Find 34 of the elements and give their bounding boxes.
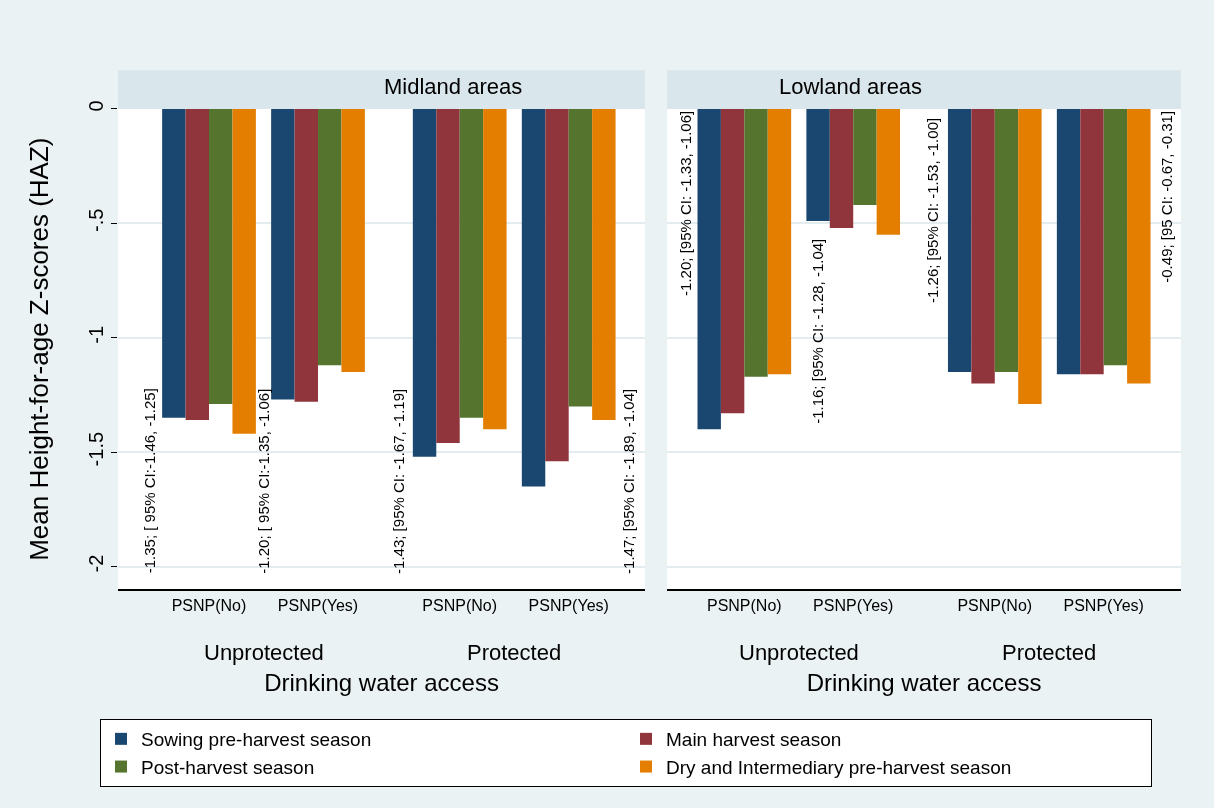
legend-label: Main harvest season: [666, 729, 842, 751]
text: Unprotected: [204, 640, 324, 665]
annotation: -1.43; [95% CI: -1.67, -1.19]: [390, 388, 408, 574]
x-tick-label: PSNP(Yes): [528, 596, 609, 614]
annotation: -1.47; [95% CI: -1.89, -1.04]: [620, 388, 638, 574]
legend-label: Sowing pre-harvest season: [141, 729, 372, 751]
text: Unprotected: [739, 640, 859, 665]
x-tick-label: PSNP(Yes): [813, 596, 894, 614]
y-tick-label: -.5: [85, 208, 107, 232]
annotation: -1.16; [95% CI: -1.28, -1.04]: [808, 238, 826, 424]
annotation: -1.20; [ 95% CI:-1.35, -1.06]: [255, 388, 273, 574]
y-tick-label: 0: [85, 100, 107, 112]
chart-title: Lowland areas: [779, 74, 923, 99]
y-tick-label: -1.5: [85, 431, 107, 467]
y-tick-label: -2: [85, 554, 107, 573]
x-tick-label: PSNP(Yes): [1063, 596, 1144, 614]
annotation: -1.35; [ 95% CI:-1.46, -1.25]: [140, 388, 158, 574]
y-tick-label: -1: [85, 325, 107, 344]
x-tick-label: PSNP(Yes): [277, 596, 359, 614]
annotation: -1.20; [95% CI: -1.33, -1.06]: [677, 110, 695, 296]
y-axis-title: Mean Height-for-age Z-scores (HAZ): [24, 137, 55, 561]
legend-label: Dry and Intermediary pre-harvest season: [666, 756, 1012, 778]
legend-label: Post-harvest season: [141, 756, 315, 778]
x-axis-title: Drinking water access: [806, 669, 1042, 697]
chart-title: Midland areas: [384, 74, 523, 99]
text: Protected: [1002, 640, 1097, 665]
text: Protected: [467, 640, 562, 665]
x-tick-label: PSNP(No): [706, 596, 782, 614]
annotation: -0.49; [95 CI: -0.67, -0.31]: [1157, 110, 1175, 283]
x-tick-label: PSNP(No): [957, 596, 1033, 614]
x-axis-title: Drinking water access: [264, 669, 499, 697]
x-tick-label: PSNP(No): [171, 596, 247, 614]
x-tick-label: PSNP(No): [422, 596, 498, 614]
annotation: -1.26; [95% CI: -1.53, -1.00]: [924, 117, 942, 303]
